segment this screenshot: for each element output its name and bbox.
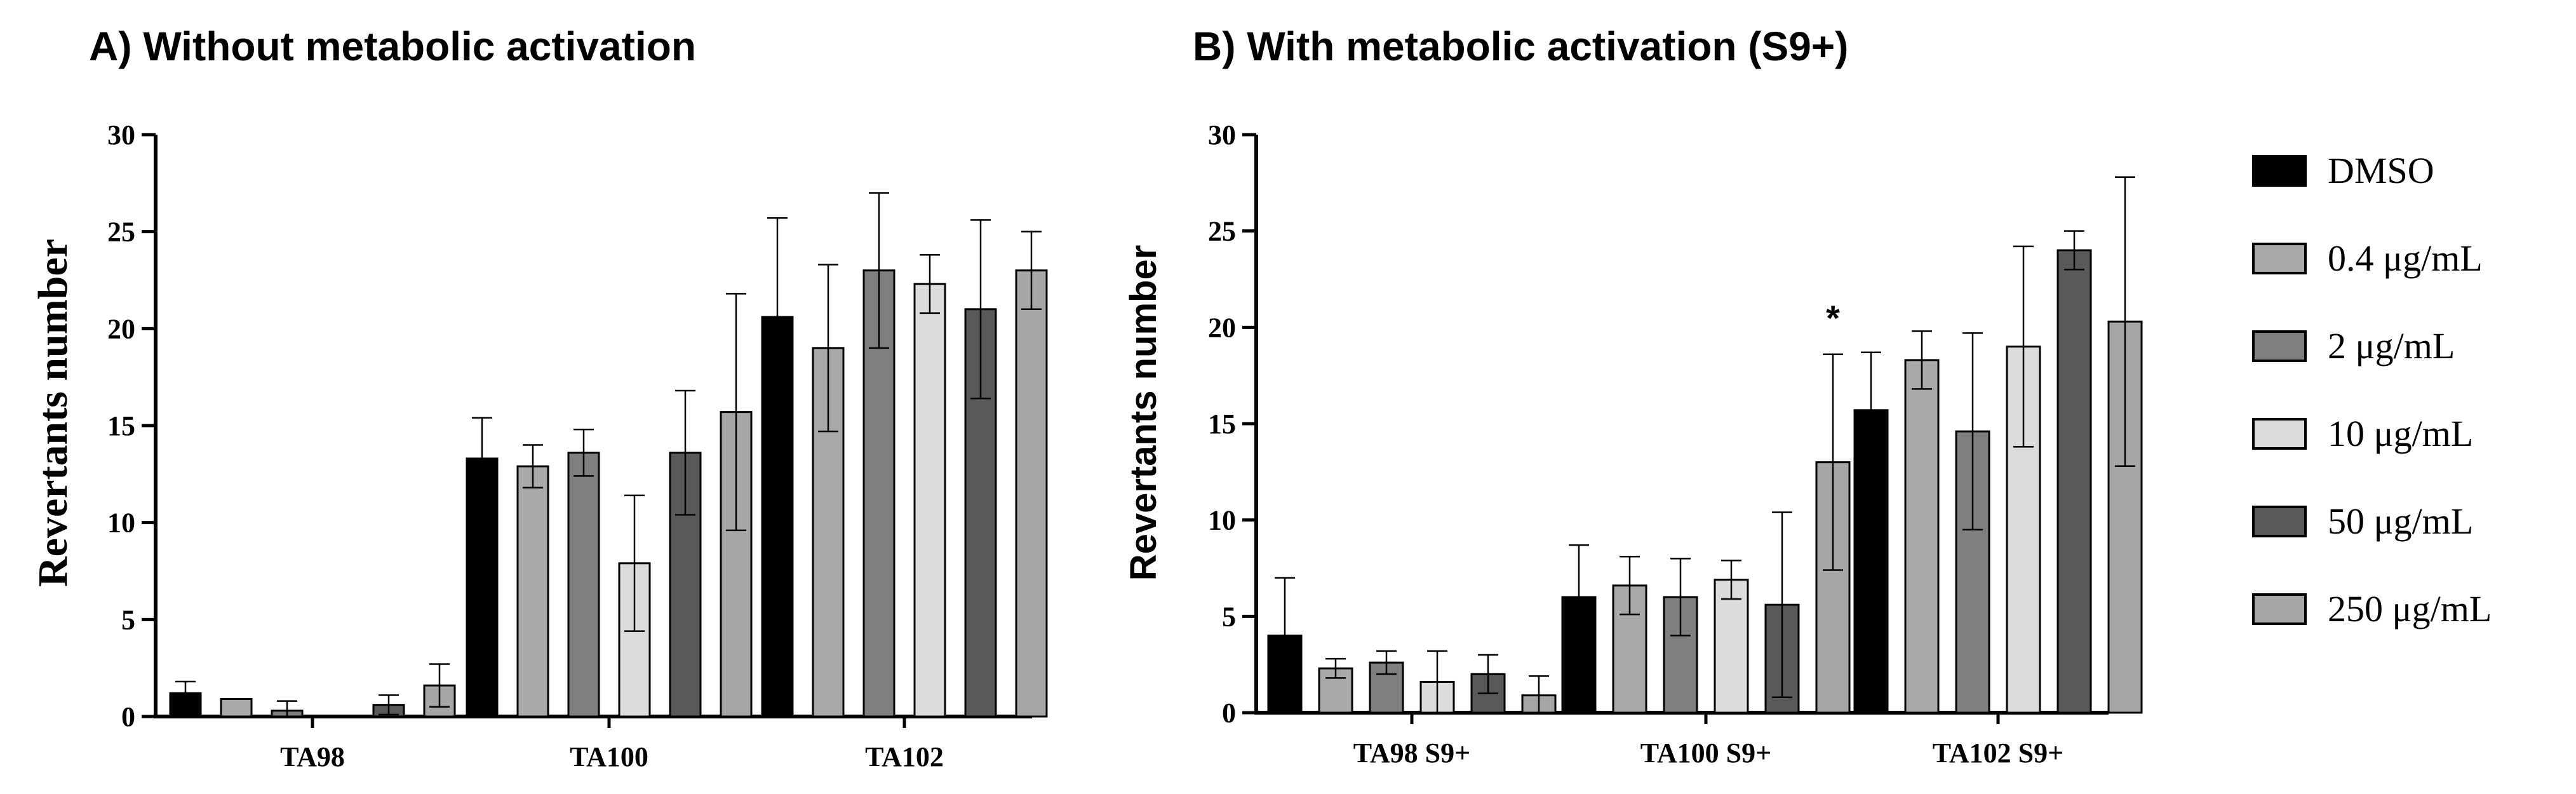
y-tick-label: 25 <box>107 217 135 248</box>
y-tick-label: 10 <box>1208 505 1236 536</box>
legend-swatch <box>2252 418 2307 450</box>
y-tick-label: 5 <box>121 604 135 635</box>
y-tick-label: 30 <box>107 119 135 151</box>
bar <box>1714 579 1749 714</box>
x-category-label: TA102 S9+ <box>1933 737 2063 769</box>
y-tick-label: 20 <box>1208 312 1236 343</box>
legend-swatch <box>2252 155 2307 187</box>
panel-b-title: B) With metabolic activation (S9+) <box>1193 24 1848 69</box>
y-tick-label: 15 <box>1208 408 1236 440</box>
y-tick-label: 0 <box>1222 697 1236 729</box>
x-category-label: TA102 <box>865 741 944 772</box>
bar <box>220 698 253 718</box>
y-tick-label: 20 <box>107 313 135 344</box>
panel-a-title: A) Without metabolic activation <box>89 24 696 69</box>
bar <box>862 269 896 718</box>
bar <box>1015 269 1048 718</box>
legend-label: 50 μg/mL <box>2328 501 2473 542</box>
legend-swatch <box>2252 506 2307 537</box>
legend-label: 0.4 μg/mL <box>2328 238 2483 279</box>
bar <box>567 452 600 718</box>
panel-a-ylabel: Revertants number <box>30 239 76 587</box>
x-category-label: TA98 S9+ <box>1353 737 1470 769</box>
x-category-label: TA100 S9+ <box>1640 737 1771 769</box>
legend-swatch <box>2252 243 2307 274</box>
legend-label: 250 μg/mL <box>2328 588 2492 629</box>
x-category-label: TA98 <box>280 741 345 772</box>
bar <box>2056 249 2092 714</box>
bar <box>516 465 549 718</box>
y-tick-label: 30 <box>1208 119 1236 151</box>
y-tick-label: 0 <box>121 701 135 732</box>
bar <box>913 283 946 718</box>
legend-label: 2 μg/mL <box>2328 325 2455 367</box>
legend-label: DMSO <box>2328 150 2434 191</box>
legend: DMSO 0.4 μg/mL 2 μg/mL 10 μg/mL 50 μg/mL 250 … <box>2252 150 2492 629</box>
legend-swatch <box>2252 593 2307 625</box>
x-category-label: TA100 <box>570 741 648 772</box>
y-tick-label: 5 <box>1222 601 1236 632</box>
panel-b-ylabel: Revertants number <box>1123 245 1164 581</box>
panel-b-chart: B) With metabolic activation (S9+) Rever… <box>1123 24 2143 769</box>
legend-label: 10 μg/mL <box>2328 413 2473 454</box>
y-tick-label: 25 <box>1208 216 1236 247</box>
legend-swatch <box>2252 330 2307 362</box>
significance-annotation: * <box>1826 298 1840 338</box>
y-tick-label: 10 <box>107 508 135 539</box>
y-tick-label: 15 <box>107 410 135 441</box>
panel-a-chart: A) Without metabolic activation Revertan… <box>30 24 1048 772</box>
bar <box>1904 359 1940 714</box>
bar <box>466 457 499 718</box>
